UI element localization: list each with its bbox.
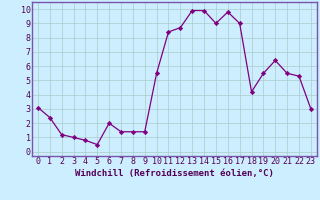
X-axis label: Windchill (Refroidissement éolien,°C): Windchill (Refroidissement éolien,°C): [75, 169, 274, 178]
